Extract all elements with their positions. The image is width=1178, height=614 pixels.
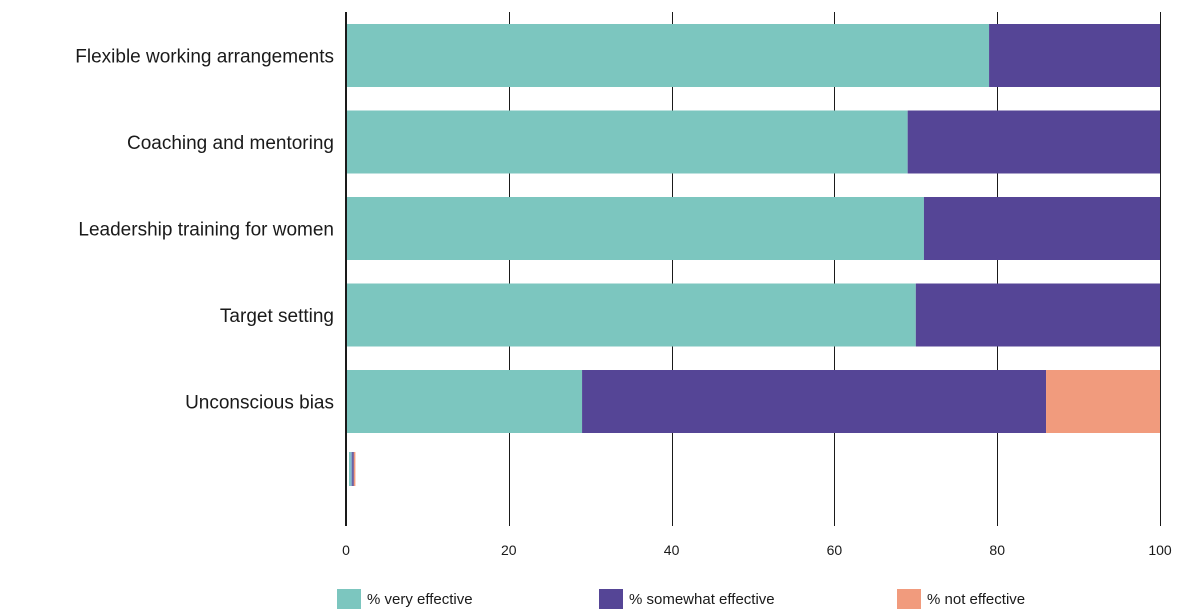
bar-2-series-2 xyxy=(907,110,1160,174)
legend-label-2: % somewhat effective xyxy=(629,591,775,608)
bar-2-series-1 xyxy=(346,110,908,174)
origin-marker-stripe xyxy=(350,452,353,486)
x-tick-label: 60 xyxy=(827,542,843,558)
legend-label-1: % very effective xyxy=(367,591,473,608)
category-label: Target setting xyxy=(220,306,334,327)
x-tick-label: 20 xyxy=(501,542,517,558)
bar-1-series-1 xyxy=(346,24,990,87)
legend-swatch-2 xyxy=(599,589,623,609)
legend-swatch-1 xyxy=(337,589,361,609)
category-label: Flexible working arrangements xyxy=(75,47,334,68)
bar-4-series-1 xyxy=(346,283,916,347)
category-label: Leadership training for women xyxy=(78,220,334,241)
bars-layer xyxy=(346,24,1160,486)
origin-marker-stripe xyxy=(349,452,351,486)
origin-marker-stripe xyxy=(352,452,354,486)
legend-label-3: % not effective xyxy=(927,591,1025,608)
origin-marker-stripe xyxy=(353,452,356,486)
category-label: Coaching and mentoring xyxy=(127,133,334,154)
grid-layer xyxy=(346,12,1161,526)
bar-3-series-2 xyxy=(923,197,1160,260)
bar-1-series-2 xyxy=(989,24,1160,87)
x-tick-label: 80 xyxy=(989,542,1005,558)
category-labels: Flexible working arrangements Coaching an… xyxy=(75,47,334,414)
bar-5-series-2 xyxy=(582,370,1047,433)
x-tick-label: 40 xyxy=(664,542,680,558)
bar-4-series-2 xyxy=(915,283,1160,347)
bar-5-series-1 xyxy=(346,370,583,433)
legend: % very effective % somewhat effective % no… xyxy=(337,589,1025,609)
x-tick-label: 100 xyxy=(1148,542,1172,558)
legend-swatch-3 xyxy=(897,589,921,609)
category-label: Unconscious bias xyxy=(185,393,334,414)
bar-5-series-3 xyxy=(1046,370,1160,433)
bar-3-series-1 xyxy=(346,197,924,260)
x-tick-label: 0 xyxy=(342,542,350,558)
x-tick-labels: 0 20 40 60 80 100 xyxy=(342,542,1172,558)
